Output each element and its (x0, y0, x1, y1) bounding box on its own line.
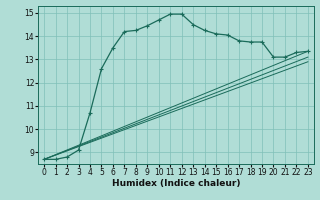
X-axis label: Humidex (Indice chaleur): Humidex (Indice chaleur) (112, 179, 240, 188)
